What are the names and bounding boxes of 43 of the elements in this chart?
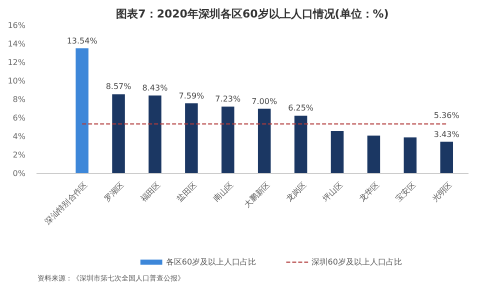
legend-label: 各区60岁及以上人口占比 bbox=[166, 258, 256, 267]
bar bbox=[185, 103, 198, 174]
x-tick-label: 福田区 bbox=[138, 180, 162, 204]
y-tick-label: 6% bbox=[12, 114, 26, 122]
bar bbox=[404, 137, 417, 174]
x-tick-label: 南山区 bbox=[212, 180, 236, 204]
x-tick-label: 光明区 bbox=[430, 180, 454, 204]
y-tick-label: 16% bbox=[8, 21, 26, 30]
y-tick-label: 0% bbox=[12, 169, 26, 178]
x-tick-label: 盐田区 bbox=[175, 180, 199, 204]
data-label: 8.57% bbox=[106, 82, 132, 92]
bar bbox=[148, 96, 162, 174]
bar bbox=[112, 94, 125, 174]
bar bbox=[440, 142, 454, 174]
bar bbox=[330, 130, 344, 174]
data-label: 7.23% bbox=[215, 94, 241, 104]
data-label: 7.59% bbox=[178, 91, 205, 100]
y-tick-label: 10% bbox=[8, 76, 26, 86]
data-label: 8.43% bbox=[142, 84, 168, 93]
data-label: 5.36% bbox=[434, 110, 460, 120]
y-tick-label: 8% bbox=[12, 95, 26, 104]
x-tick-label: 宝安区 bbox=[394, 180, 418, 204]
bar bbox=[258, 108, 271, 174]
chart-title: 图表7：2020年深圳各区60岁以上人口情况(单位：%) bbox=[116, 8, 389, 20]
bar bbox=[367, 136, 380, 174]
data-label: 13.54% bbox=[66, 36, 98, 46]
x-tick-label: 龙岗区 bbox=[284, 180, 308, 204]
legend-label: 深圳60岁及以上人口占比 bbox=[312, 258, 402, 267]
x-tick-label: 大鹏新区 bbox=[242, 180, 272, 210]
data-label: 3.43% bbox=[434, 130, 460, 139]
data-label: 7.00% bbox=[252, 96, 278, 106]
x-tick-label: 龙华区 bbox=[358, 180, 381, 204]
y-tick-label: 4% bbox=[12, 132, 26, 141]
y-tick-label: 12% bbox=[8, 58, 26, 67]
bar bbox=[76, 48, 88, 174]
bar bbox=[222, 106, 234, 174]
x-tick-label: 深汕特别合作区 bbox=[43, 180, 90, 226]
y-tick-label: 2% bbox=[12, 150, 26, 160]
x-tick-label: 坪山区 bbox=[320, 180, 344, 204]
bar bbox=[294, 116, 308, 174]
data-label: 6.25% bbox=[288, 104, 314, 113]
y-tick-label: 14% bbox=[8, 40, 26, 48]
x-tick-label: 罗湖区 bbox=[102, 180, 126, 204]
